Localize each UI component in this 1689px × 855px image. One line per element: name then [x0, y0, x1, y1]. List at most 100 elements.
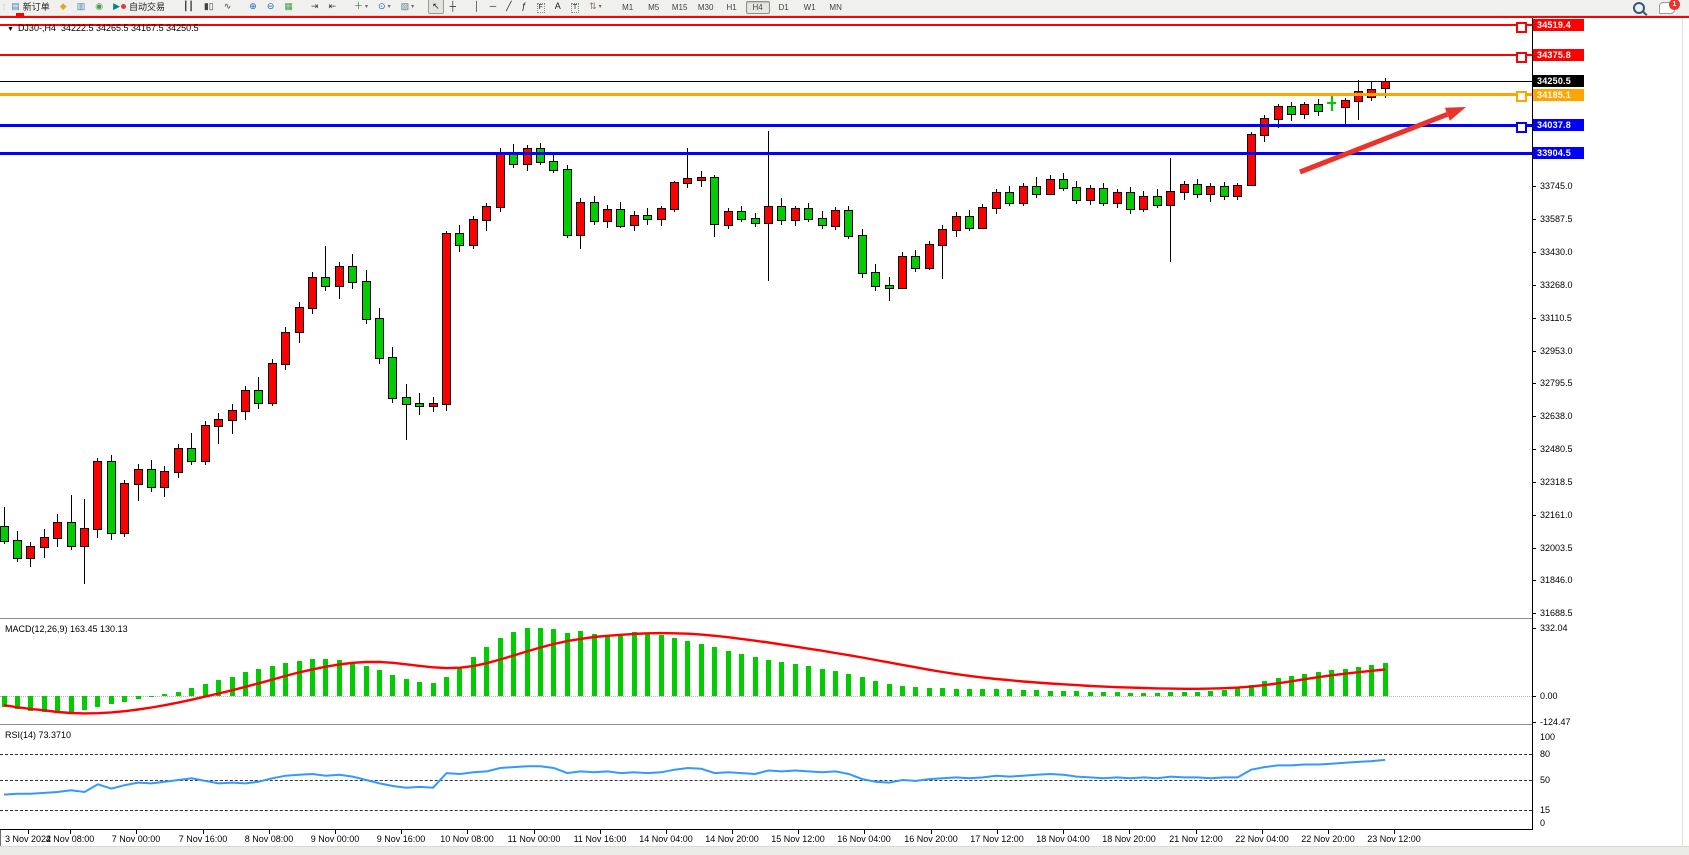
timeframe-h4[interactable]: H4 [745, 1, 770, 14]
macd-histogram-bar [1195, 691, 1200, 696]
candle [227, 410, 237, 421]
tile-windows-icon[interactable]: ▦ [280, 0, 297, 14]
rsi-pane[interactable] [0, 728, 1532, 829]
macd-histogram-bar [591, 633, 597, 696]
signals-icon[interactable]: ◉ [91, 0, 107, 14]
line-handle[interactable] [1516, 51, 1527, 63]
macd-histogram-bar [216, 680, 222, 696]
macd-histogram-bar [698, 643, 704, 696]
candle [629, 215, 639, 227]
macd-histogram-bar [1074, 691, 1080, 696]
new-order-button[interactable]: ▤ 新订单 [7, 0, 54, 14]
candle [616, 209, 626, 227]
templates-icon: ▨ [400, 1, 410, 12]
candle [817, 218, 827, 227]
horizontal-line-34250.5[interactable] [0, 80, 1532, 82]
trendline-icon[interactable]: ╱ [502, 0, 515, 14]
zoom-in-icon[interactable]: ⊕ [245, 0, 261, 14]
macd-histogram-bar [1262, 680, 1267, 696]
templates-button[interactable]: ▨ ▾ [397, 0, 419, 14]
text-label-icon[interactable]: T [567, 1, 583, 16]
macd-tick-mark [1532, 721, 1536, 723]
price-tick-label: 33430.0 [1540, 246, 1573, 257]
one-click-collapse-icon[interactable]: ▼ [7, 26, 14, 33]
macd-histogram-bar [1329, 670, 1335, 696]
timeframe-d1[interactable]: D1 [778, 3, 789, 12]
timeframe-m30[interactable]: M30 [697, 3, 714, 12]
timeframe-m15[interactable]: M15 [671, 3, 688, 12]
line-handle[interactable] [1516, 121, 1527, 133]
candle [1233, 185, 1243, 198]
macd-histogram-bar [1315, 671, 1321, 696]
candle [670, 182, 679, 210]
macd-histogram-bar [537, 628, 543, 696]
chart-shift-icon[interactable]: ⇤ [324, 0, 340, 14]
horizontal-line-icon[interactable]: ─ [486, 0, 500, 14]
cursor-icon[interactable]: ↖ [428, 0, 444, 15]
channels-icon[interactable]: F [533, 1, 549, 16]
macd-histogram-bar [658, 635, 664, 696]
candle [978, 206, 988, 229]
candle [1367, 88, 1377, 98]
horizontal-line-34375.8[interactable] [0, 54, 1532, 57]
autotrading-button[interactable]: ▶ 自动交易 [109, 0, 169, 14]
toolbar-drag-handle[interactable]: ⁞ [3, 3, 5, 12]
candlestick-chart-icon[interactable]: ▮▯ [200, 0, 218, 14]
indicators-icon: ＋ [354, 1, 364, 12]
timeframe-h1[interactable]: H1 [726, 3, 737, 12]
macd-histogram-bar [95, 696, 101, 707]
macd-histogram-bar [1302, 673, 1308, 696]
horizontal-line-34185.1[interactable] [0, 93, 1532, 97]
timeframe-m5[interactable]: M5 [648, 3, 660, 12]
timeframe-m1[interactable]: M1 [622, 3, 634, 12]
bar-chart-icon[interactable]: ┃┃ [179, 0, 198, 14]
periods-button[interactable]: ⊙ ▾ [374, 0, 395, 14]
candle [361, 280, 371, 320]
candle [307, 276, 317, 309]
horizontal-line-33904.5[interactable] [0, 151, 1532, 155]
price-tick-mark [1532, 186, 1536, 188]
time-tick-label: 7 Nov 16:00 [178, 834, 228, 844]
text-icon[interactable]: A [551, 0, 565, 14]
candle [804, 208, 814, 221]
candle [951, 216, 961, 231]
autotrading-icon: ▶ [113, 1, 120, 12]
candle [187, 447, 197, 463]
macd-histogram-bar [296, 660, 302, 696]
timeframe-mn[interactable]: MN [829, 3, 842, 12]
macd-histogram-bar [564, 632, 570, 696]
time-tick-mark [931, 829, 932, 834]
depth-of-market-icon[interactable]: ▥ [73, 0, 90, 14]
time-tick-label: 7 Nov 00:00 [111, 834, 161, 844]
horizontal-line-34037.8[interactable] [0, 123, 1532, 127]
notifications-icon[interactable]: 1 [1659, 0, 1680, 14]
candle [375, 318, 384, 360]
timeframe-w1[interactable]: W1 [803, 3, 816, 12]
macd-histogram-bar [1235, 688, 1241, 696]
crosshair-icon[interactable]: ┼ [446, 0, 460, 14]
line-handle[interactable] [1516, 91, 1527, 103]
macd-histogram-bar [68, 696, 74, 712]
auto-scroll-icon[interactable]: ⇥ [307, 0, 323, 14]
candle [924, 244, 934, 270]
line-chart-icon[interactable]: ∿ [220, 0, 236, 14]
arrows-button[interactable]: ⇅ ▾ [585, 0, 606, 14]
styler-icon[interactable]: ◆ [56, 0, 71, 14]
search-icon[interactable] [1633, 1, 1645, 14]
fibonacci-icon[interactable]: ƒ [518, 0, 531, 14]
indicators-button[interactable]: ＋ ▾ [350, 0, 372, 14]
chevron-down-icon: ▾ [365, 4, 369, 11]
candle [683, 177, 693, 185]
candle-wick [767, 131, 769, 281]
macd-histogram-bar [162, 694, 168, 696]
vertical-line-icon[interactable]: │ [470, 0, 484, 14]
price-tick-mark [1532, 547, 1536, 549]
candle [173, 447, 183, 473]
horizontal-line-34519.4[interactable] [0, 24, 1532, 27]
text-label-icon: T [570, 3, 580, 14]
line-handle[interactable] [1516, 21, 1527, 33]
notification-badge: 1 [1669, 0, 1680, 10]
zoom-out-icon[interactable]: ⊖ [263, 0, 279, 14]
vertical-line-icon: │ [474, 1, 480, 12]
macd-histogram-bar [645, 632, 651, 696]
